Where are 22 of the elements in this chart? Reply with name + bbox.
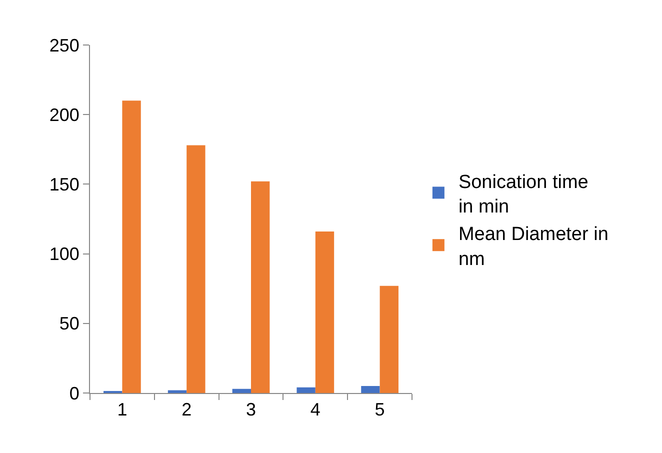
- bar: [361, 386, 380, 393]
- y-tick-label: 250: [49, 35, 80, 56]
- bar: [186, 145, 206, 393]
- x-tick-label: 3: [246, 400, 256, 420]
- bar: [296, 387, 316, 393]
- y-tick-label: 0: [69, 383, 80, 404]
- x-tick-label: 4: [310, 400, 320, 420]
- legend-label: Mean Diameter in nm: [458, 224, 608, 270]
- y-tick-label: 150: [49, 174, 80, 194]
- bar: [315, 232, 334, 393]
- bar: [251, 181, 270, 393]
- legend-label: Sonication time in min: [458, 172, 588, 218]
- x-tick-label: 5: [374, 400, 385, 420]
- bar: [122, 100, 141, 393]
- bar: [168, 390, 187, 393]
- y-tick-label: 50: [59, 314, 80, 334]
- y-tick-label: 100: [49, 244, 80, 264]
- bar: [232, 388, 251, 393]
- bar: [380, 286, 398, 393]
- y-tick-label: 200: [49, 104, 80, 125]
- x-tick-label: 2: [182, 400, 192, 420]
- x-tick-label: 1: [117, 400, 128, 420]
